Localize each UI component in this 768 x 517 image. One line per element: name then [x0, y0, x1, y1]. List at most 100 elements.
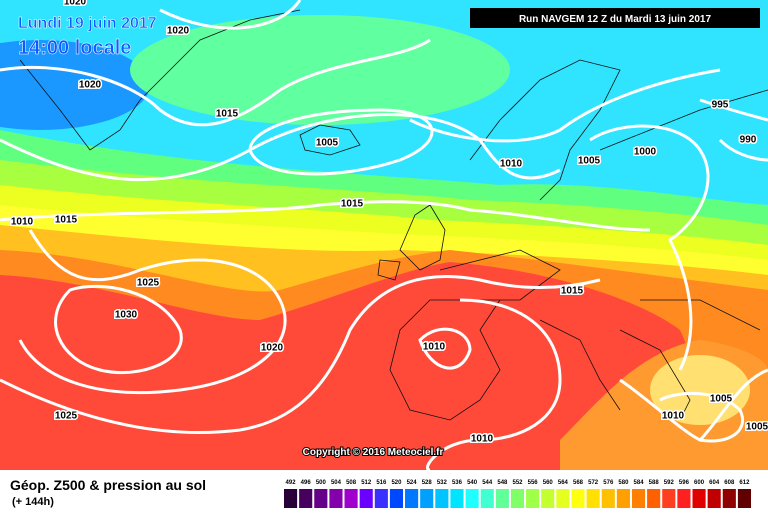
isobar	[0, 275, 601, 435]
scale-label: 504	[331, 480, 342, 486]
isobar	[418, 327, 472, 370]
color-swatch	[541, 489, 555, 508]
color-swatch	[495, 489, 509, 508]
coastline	[469, 59, 768, 201]
color-swatch	[616, 489, 630, 508]
color-swatch	[405, 489, 419, 508]
isobar-label: 1010	[662, 411, 685, 422]
forecast-time: 14:00 locale	[18, 37, 131, 59]
isobar-label: 1015	[55, 215, 78, 226]
color-swatch	[526, 489, 540, 508]
scale-label: 540	[467, 480, 478, 486]
color-swatch	[480, 489, 494, 508]
scale-label: 584	[634, 480, 645, 486]
color-swatch	[510, 489, 525, 508]
scale-label: 496	[301, 480, 312, 486]
isobar-label: 1015	[561, 286, 584, 297]
scale-label: 600	[694, 480, 705, 486]
scale-label: 536	[452, 480, 463, 486]
scale-label: 532	[437, 480, 448, 486]
scale-label: 528	[422, 480, 433, 486]
map: 1020 1020 1020 1015 1005 1010 1005 1000 …	[0, 0, 768, 472]
run-box	[470, 8, 760, 28]
color-swatch	[737, 489, 751, 508]
color-swatch	[692, 489, 706, 508]
color-scale: 492 496 500 504 508 512 516 520 524 528 532 536 540 5…	[284, 480, 751, 508]
isobar-label: 1025	[137, 278, 160, 289]
isobar	[409, 68, 721, 143]
isobar-label: 995	[712, 100, 729, 111]
field-red	[0, 262, 768, 470]
isobar	[0, 200, 651, 232]
isobar	[589, 124, 710, 371]
run-info: Run NAVGEM 12 Z du Mardi 13 juin 2017	[519, 14, 712, 25]
scale-label: 492	[286, 480, 297, 486]
forecast-date: Lundi 19 juin 2017	[18, 15, 157, 32]
field-blue	[0, 40, 150, 130]
color-swatch	[586, 489, 600, 508]
scale-label: 608	[724, 480, 735, 486]
isobar-label: 1020	[79, 80, 102, 91]
scale-label: 576	[603, 480, 614, 486]
scale-label: 604	[709, 480, 720, 486]
color-swatch	[647, 489, 661, 508]
scale-label: 588	[649, 480, 660, 486]
isobar-label: 990	[740, 135, 757, 146]
scale-label: 596	[679, 480, 690, 486]
scale-label: 556	[528, 480, 539, 486]
color-swatch	[707, 489, 721, 508]
color-swatch	[329, 489, 343, 508]
legend-subtitle: (+ 144h)	[12, 496, 54, 508]
isobar	[54, 284, 183, 375]
isobar-label: 1010	[11, 217, 34, 228]
isobar	[0, 38, 431, 127]
isobar-label: 1020	[261, 343, 284, 354]
color-swatch	[435, 489, 449, 508]
isobar	[159, 0, 302, 30]
scale-label: 592	[664, 480, 675, 486]
isobar-label: 1010	[500, 159, 523, 170]
color-swatch	[556, 489, 570, 508]
isobar-label: 1000	[634, 147, 657, 158]
scale-label: 580	[618, 480, 629, 486]
isobar	[0, 113, 561, 182]
scale-label: 552	[512, 480, 523, 486]
isobar-label: 1030	[115, 310, 138, 321]
coastline	[299, 124, 361, 156]
color-swatch	[465, 489, 479, 508]
isobar-label: 1005	[578, 156, 601, 167]
isobar	[699, 98, 768, 162]
scale-label: 560	[543, 480, 554, 486]
isobar	[659, 391, 744, 443]
scale-label: 564	[558, 480, 569, 486]
color-swatch	[284, 489, 298, 508]
color-swatch	[662, 489, 676, 508]
scale-label: 572	[588, 480, 599, 486]
coastline	[377, 204, 446, 281]
scale-label: 500	[316, 480, 327, 486]
color-swatch	[374, 489, 388, 508]
field-green-light	[130, 15, 510, 125]
isobar-label: 1020	[167, 26, 190, 37]
isobar-label: 1005	[710, 394, 733, 405]
legend-title: Géop. Z500 & pression au sol	[10, 477, 206, 493]
isobar-label: 1025	[55, 411, 78, 422]
color-swatch	[314, 489, 328, 508]
scale-label: 524	[407, 480, 418, 486]
isobar-label: 1005	[316, 138, 339, 149]
scale-label: 520	[391, 480, 402, 486]
color-swatch	[571, 489, 585, 508]
isobar-label: 1005	[746, 422, 768, 433]
isobar	[18, 229, 287, 394]
copyright: Copyright © 2016 Meteociel.fr	[303, 447, 444, 458]
color-swatch	[344, 489, 358, 508]
scale-label: 508	[346, 480, 357, 486]
color-swatch	[359, 489, 373, 508]
scale-label: 612	[739, 480, 750, 486]
color-swatch	[450, 489, 464, 508]
isobar-label: 1015	[341, 199, 364, 210]
color-swatch	[420, 489, 434, 508]
scale-label: 568	[573, 480, 584, 486]
color-swatch	[677, 489, 691, 508]
